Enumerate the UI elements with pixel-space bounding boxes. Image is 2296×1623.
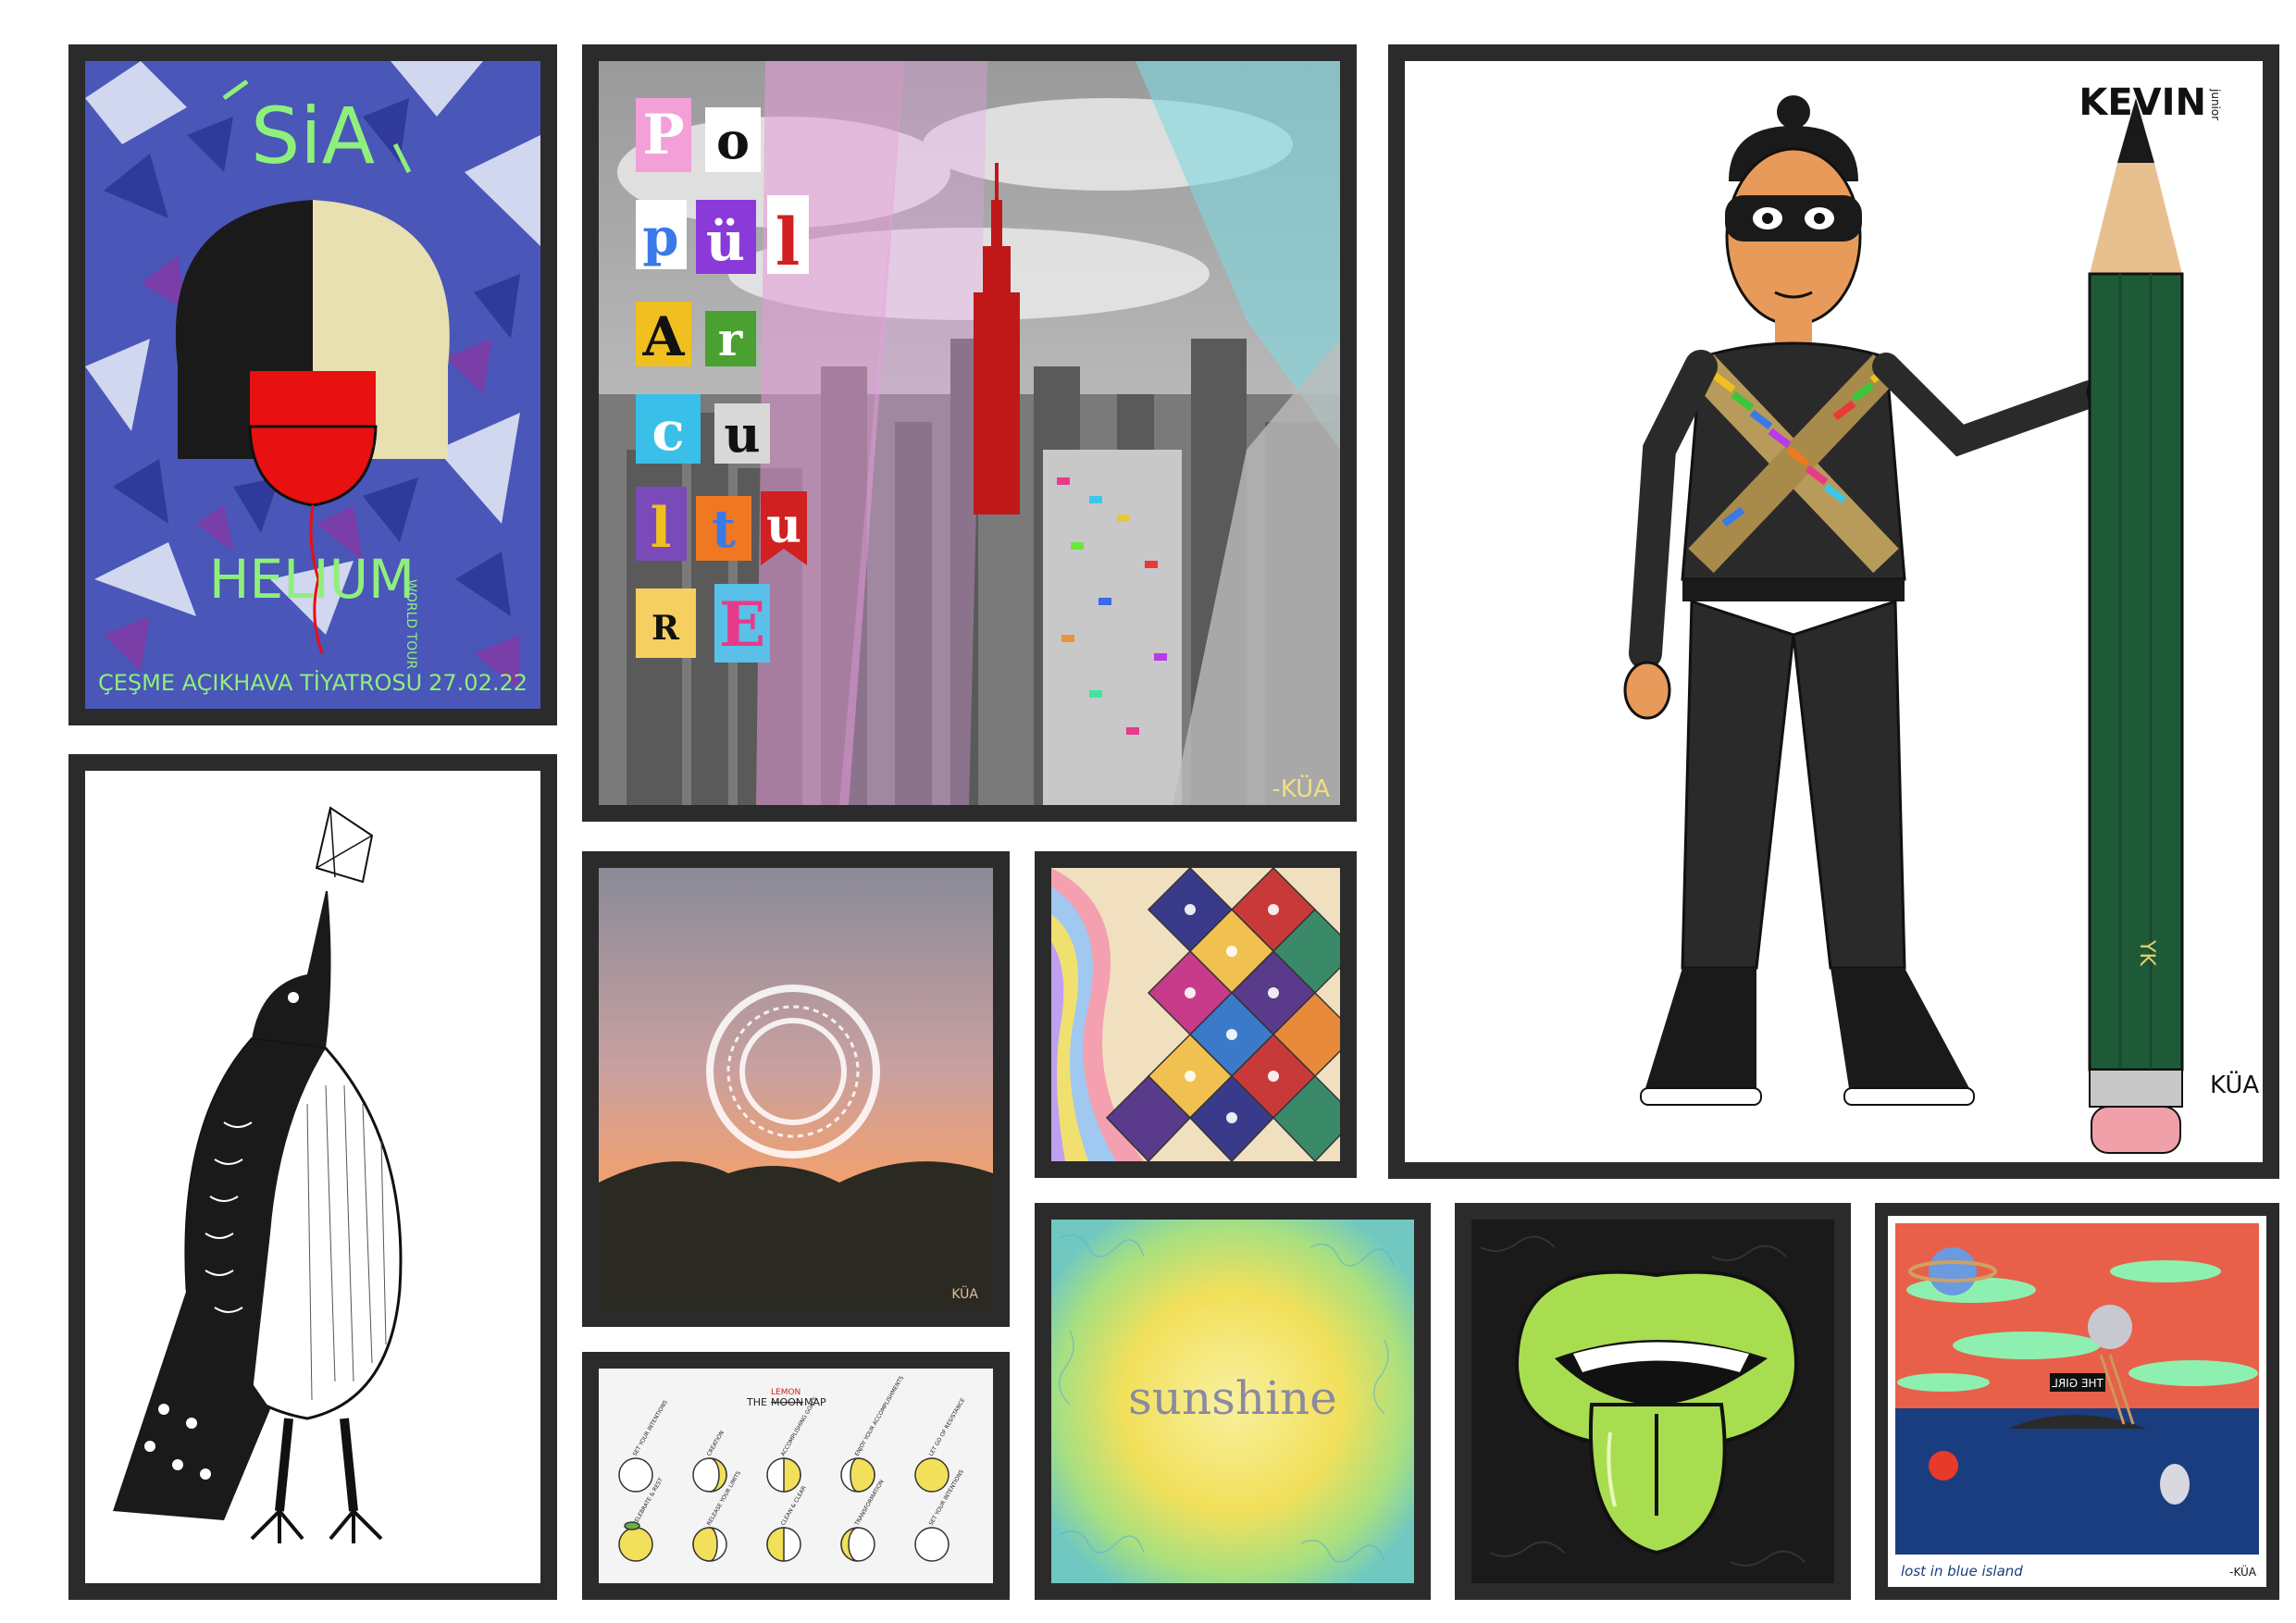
pop-letter-13: R (652, 609, 680, 648)
kevin-illustration: KEVIN junior (1405, 61, 2263, 1162)
moon-map-title-map: MAP (804, 1396, 826, 1408)
sia-poster-frame: SiA HELIUM WORLD TOUR ÇEŞME AÇIKHAVA TİY… (68, 44, 557, 725)
crow-illustration (85, 771, 540, 1583)
sunshine-svg: sunshine (1051, 1220, 1414, 1583)
kevin-brand: KEVIN (2079, 81, 2206, 124)
sunset-photo: KÜA (599, 868, 993, 1310)
moon-map: THE LEMON MOON MAP SET YOUR INTENTIONS C… (599, 1369, 993, 1583)
island-sign: THE GIRL (2052, 1377, 2104, 1390)
sia-headline: HELIUM (209, 548, 415, 611)
tiles-frame (1035, 851, 1357, 1178)
moon-map-frame: THE LEMON MOON MAP SET YOUR INTENTIONS C… (582, 1352, 1010, 1600)
island-signature: -KÜA (2229, 1564, 2257, 1579)
tongue-art (1471, 1220, 1834, 1583)
pop-letter-12: u (766, 498, 801, 554)
pop-letter-8: c (652, 400, 684, 463)
crow-frame (68, 754, 557, 1600)
pop-letter-9: u (724, 404, 760, 464)
kevin-pencil-mark: YK (2135, 939, 2158, 966)
kevin-frame: KEVIN junior (1388, 44, 2279, 1179)
kevin-brand-sub: junior (2209, 88, 2222, 120)
pop-signature: -KÜA (1272, 774, 1330, 803)
sia-poster: SiA HELIUM WORLD TOUR ÇEŞME AÇIKHAVA TİY… (85, 61, 540, 709)
sia-poster-art: SiA HELIUM WORLD TOUR ÇEŞME AÇIKHAVA TİY… (85, 61, 540, 709)
pop-letter-14: E (719, 588, 765, 661)
sunset-signature: KÜA (951, 1285, 978, 1302)
sunset-art: KÜA (599, 868, 993, 1310)
sia-venue: ÇEŞME AÇIKHAVA TİYATROSU (98, 669, 422, 696)
pop-culture-collage: P o p ü l A r c u l t (599, 61, 1340, 805)
tongue-frame (1455, 1203, 1851, 1600)
pop-letter-1: P (642, 103, 684, 167)
pop-letter-10: l (651, 496, 672, 561)
island-poster: THE GIRL lost in blue island -KÜA (1888, 1216, 2266, 1587)
island-caption: lost in blue island (1901, 1563, 2023, 1580)
sia-date: 27.02.22 (428, 670, 527, 696)
tongue-svg (1471, 1220, 1834, 1583)
pop-letter-2: o (716, 111, 750, 170)
pop-culture-art: P o p ü l A r c u l t (599, 61, 1340, 805)
pop-letter-11: t (712, 499, 736, 560)
pop-letter-4: ü (706, 210, 745, 273)
moon-map-title-lemon: LEMON (771, 1388, 800, 1397)
pop-letter-5: l (776, 204, 800, 280)
island-frame: THE GIRL lost in blue island -KÜA (1875, 1203, 2279, 1600)
sunshine-art: sunshine (1051, 1220, 1414, 1583)
sia-title: SiA (251, 91, 375, 181)
crow-art (85, 771, 540, 1583)
kevin-signature: KÜA (2210, 1070, 2259, 1099)
sunset-frame: KÜA (582, 851, 1010, 1327)
sunshine-word: sunshine (1128, 1371, 1337, 1425)
pop-letter-3: p (642, 207, 678, 268)
pop-letter-7: r (718, 312, 743, 366)
pop-letter-6: A (641, 305, 685, 368)
moon-map-title-the: THE (746, 1396, 767, 1408)
sunshine-frame: sunshine (1035, 1203, 1431, 1600)
kevin-art: KEVIN junior (1405, 61, 2263, 1162)
moon-map-art: THE LEMON MOON MAP SET YOUR INTENTIONS C… (599, 1369, 993, 1583)
tiles-pattern (1051, 868, 1340, 1161)
sia-tour: WORLD TOUR (403, 579, 418, 669)
moon-map-title-moon: MOON (771, 1396, 803, 1408)
tiles-art (1051, 868, 1340, 1161)
pop-culture-frame: P o p ü l A r c u l t (582, 44, 1357, 822)
island-svg: THE GIRL lost in blue island -KÜA (1888, 1216, 2266, 1587)
